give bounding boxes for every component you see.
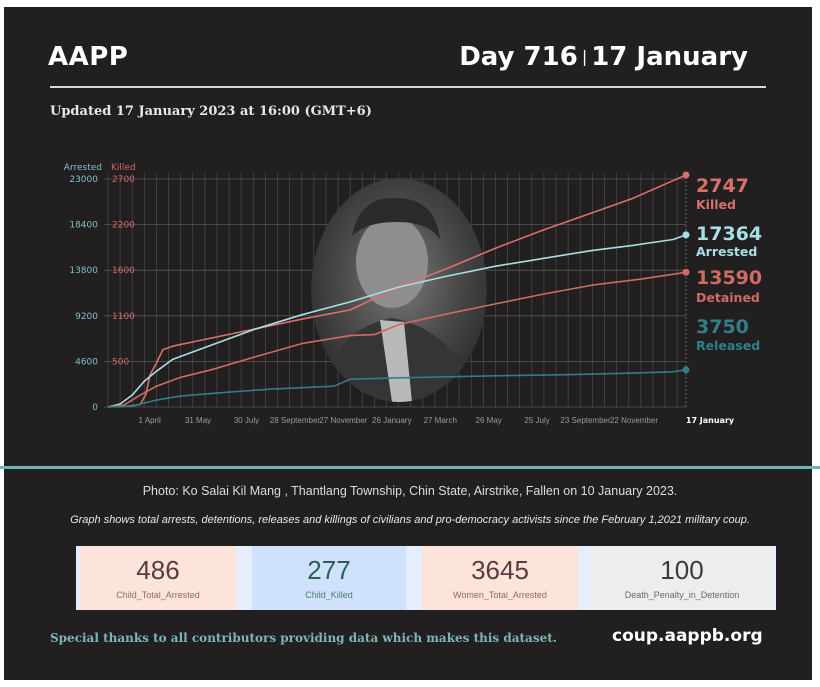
y-tick-killed: 2200 [112, 221, 135, 231]
kpi-label: Child_Total_Arrested [116, 590, 200, 600]
kpi-value: 486 [136, 555, 180, 585]
y-tick-arrested: 23000 [69, 175, 98, 185]
end-value-arrested: 17364 [696, 223, 762, 245]
x-tick-label: 31 May [185, 416, 211, 425]
kpi-label: Child_Killed [305, 590, 353, 600]
kpi-child-total-arrested: 486 Child_Total_Arrested [80, 546, 236, 610]
x-tick-label: 22 November [610, 416, 658, 425]
site-link[interactable]: coup.aappb.org [612, 626, 763, 646]
x-tick-label: 26 January [372, 416, 412, 425]
portrait-face [356, 216, 428, 308]
title-separator: | [581, 47, 588, 66]
section-divider [0, 466, 820, 469]
series-line-arrested [107, 234, 687, 408]
y-tick-arrested: 9200 [75, 312, 98, 322]
photo-caption: Photo: Ko Salai Kil Mang , Thantlang Tow… [142, 484, 678, 498]
cumulative-line-chart: 0 4600 500 9200 1100 13800 1600 18400 2200 23000 2… [64, 163, 762, 425]
day-title: Day 716 | 17 January [459, 42, 748, 72]
series-end-dot-killed [682, 171, 690, 179]
end-value-killed: 2747 [696, 175, 749, 197]
kpi-child-killed: 277 Child_Killed [252, 546, 406, 610]
y-tick-arrested: 18400 [69, 221, 98, 231]
y-axis-title-arrested: Arrested [64, 163, 102, 173]
y-tick-killed: 1100 [112, 312, 135, 322]
x-tick-label: 25 July [524, 416, 549, 425]
kpi-women-total-arrested: 3645 Women_Total_Arrested [422, 546, 578, 610]
kpi-label: Women_Total_Arrested [453, 590, 547, 600]
portrait-hair [352, 197, 440, 240]
y-tick-killed: 500 [112, 357, 129, 367]
series-line-released [107, 369, 687, 408]
kpi-strip: 486 Child_Total_Arrested 277 Child_Kille… [76, 546, 776, 610]
x-tick-label: 30 July [234, 416, 259, 425]
y-tick-killed: 2700 [112, 175, 135, 185]
series-end-dot-detained [682, 268, 690, 276]
thanks-note: Special thanks to all contributors provi… [50, 631, 557, 645]
x-tick-label: 28 September [270, 416, 321, 425]
x-tick-label: 17 January [686, 416, 735, 425]
y-tick-arrested: 4600 [75, 357, 98, 367]
portrait-shirt [380, 320, 412, 402]
date-label: 17 January [591, 42, 748, 72]
y-tick-arrested: 13800 [69, 266, 98, 276]
kpi-death-penalty-in-detention: 100 Death_Penalty_in_Detention [592, 546, 772, 610]
x-tick-label: 1 April [139, 416, 161, 425]
portrait-photo [311, 178, 487, 402]
end-label-detained: Detained [696, 290, 760, 305]
end-value-detained: 13590 [696, 267, 762, 289]
end-label-released: Released [696, 338, 760, 353]
end-value-released: 3750 [696, 316, 749, 338]
brand-title: AAPP [48, 42, 129, 72]
y-axis-title-killed: Killed [111, 163, 136, 173]
x-tick-label: 26 May [476, 416, 502, 425]
y-tick-killed: 1600 [112, 266, 135, 276]
updated-timestamp: Updated 17 January 2023 at 16:00 (GMT+6) [50, 104, 372, 119]
end-label-killed: Killed [696, 197, 736, 212]
graph-note: Graph shows total arrests, detentions, r… [70, 514, 750, 526]
end-label-arrested: Arrested [696, 244, 757, 259]
series-line-detained [107, 271, 687, 408]
kpi-label: Death_Penalty_in_Detention [624, 590, 740, 600]
day-label: Day 716 [459, 42, 578, 72]
series-end-dot-released [682, 366, 690, 374]
x-tick-label: 23 September [560, 416, 611, 425]
x-tick-label: 27 November [319, 416, 367, 425]
kpi-value: 100 [660, 555, 704, 585]
kpi-value: 277 [307, 555, 351, 585]
series-end-dot-arrested [682, 231, 690, 239]
y-tick-arrested: 0 [92, 403, 98, 413]
header-rule [50, 86, 766, 88]
kpi-value: 3645 [471, 555, 529, 585]
x-tick-label: 27 March [424, 416, 457, 425]
